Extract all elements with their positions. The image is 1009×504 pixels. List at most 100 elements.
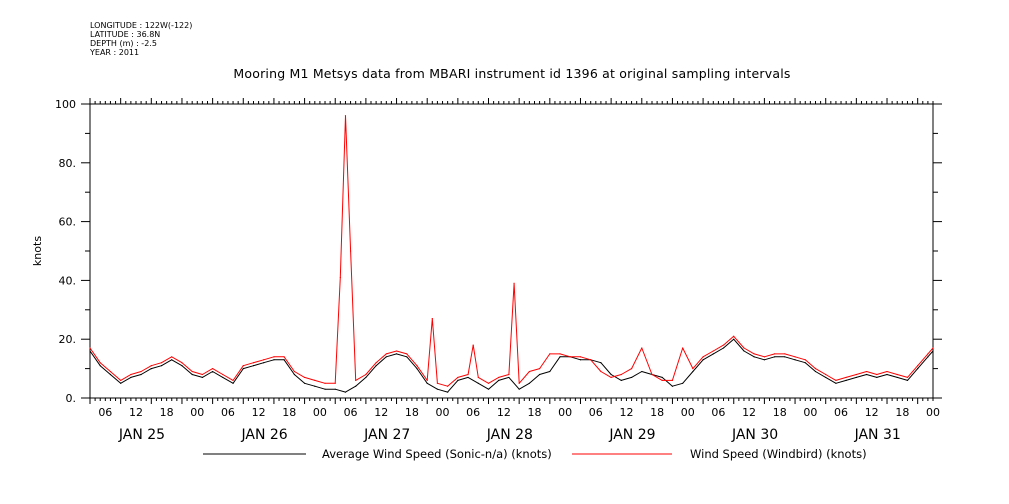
data-point <box>661 376 663 379</box>
data-point <box>160 362 163 364</box>
data-point <box>518 388 520 390</box>
data-point <box>549 370 551 373</box>
data-point <box>283 356 285 358</box>
data-point <box>385 356 387 358</box>
data-point <box>416 365 418 367</box>
x-hour-tick-label: 06 <box>711 406 725 419</box>
data-point <box>263 359 265 361</box>
data-point <box>339 276 341 279</box>
data-point <box>835 382 837 384</box>
data-point <box>447 385 449 387</box>
x-hour-tick-label: 18 <box>650 406 664 419</box>
data-point <box>375 365 377 367</box>
data-point <box>539 373 541 376</box>
data-point <box>99 365 101 367</box>
data-point <box>191 373 193 376</box>
legend-label: Wind Speed (Windbird) (knots) <box>690 447 867 461</box>
data-point <box>334 388 336 390</box>
data-point <box>436 382 439 384</box>
data-point <box>242 368 244 370</box>
data-point <box>733 338 735 340</box>
x-hour-tick-label: 00 <box>803 406 817 419</box>
data-point <box>784 356 786 358</box>
data-point <box>702 359 704 361</box>
data-point <box>349 250 352 252</box>
data-point <box>273 356 275 358</box>
data-point <box>406 353 408 355</box>
data-point <box>324 388 326 390</box>
data-point <box>487 388 490 390</box>
metadata-block: LONGITUDE : 122W(-122) LATITUDE : 36.8N … <box>90 21 192 57</box>
data-point <box>140 370 142 373</box>
x-hour-tick-label: 12 <box>374 406 388 419</box>
x-day-label: JAN 29 <box>608 427 655 443</box>
x-hour-tick-label: 00 <box>436 406 450 419</box>
data-point <box>814 370 817 373</box>
data-point <box>477 382 479 384</box>
data-point <box>232 382 234 384</box>
data-point <box>303 382 306 384</box>
x-hour-tick-label: 06 <box>98 406 112 419</box>
data-point <box>906 379 909 381</box>
data-point <box>120 382 122 384</box>
data-point <box>876 373 878 376</box>
x-day-label: JAN 30 <box>731 427 778 443</box>
chart-title: Mooring M1 Metsys data from MBARI instru… <box>233 66 791 81</box>
data-point <box>630 376 633 379</box>
y-tick-label: 40. <box>59 274 77 287</box>
data-point <box>630 368 633 370</box>
x-hour-tick-label: 18 <box>527 406 541 419</box>
data-point <box>804 362 806 364</box>
data-point <box>932 350 934 352</box>
data-point <box>447 391 449 393</box>
data-point <box>600 370 602 373</box>
data-point <box>549 353 551 355</box>
data-point <box>641 370 643 373</box>
legend-label: Average Wind Speed (Sonic-n/a) (knots) <box>322 447 552 461</box>
data-point <box>314 379 316 381</box>
data-point <box>477 376 479 379</box>
x-day-label: JAN 31 <box>854 427 901 443</box>
x-hour-tick-label: 06 <box>834 406 848 419</box>
data-point <box>886 370 888 373</box>
data-point <box>365 373 367 376</box>
data-point <box>140 373 142 376</box>
x-hour-tick-label: 12 <box>129 406 143 419</box>
data-point <box>375 362 377 364</box>
data-point <box>426 379 428 381</box>
x-hour-tick-label: 12 <box>742 406 756 419</box>
data-point <box>457 379 459 381</box>
longitude-text: LONGITUDE : 122W(-122) <box>90 21 193 30</box>
data-point <box>932 347 934 349</box>
data-point <box>436 388 439 390</box>
series-line-windbird-wind-speed <box>89 115 934 387</box>
data-point <box>712 353 714 355</box>
data-point <box>252 365 255 367</box>
data-point <box>416 368 418 370</box>
data-point <box>682 347 684 349</box>
data-point <box>109 373 112 376</box>
data-point <box>365 376 367 379</box>
x-hour-tick-label: 00 <box>926 406 940 419</box>
x-hour-tick-label: 12 <box>619 406 633 419</box>
x-hour-tick-label: 00 <box>558 406 572 419</box>
x-hour-tick-label: 00 <box>313 406 327 419</box>
depth-text: DEPTH (m) : -2.5 <box>90 39 157 48</box>
data-point <box>559 356 561 358</box>
data-point <box>99 362 101 364</box>
x-hour-tick-label: 00 <box>190 406 204 419</box>
data-point <box>528 370 530 373</box>
data-point <box>344 115 347 117</box>
data-point <box>334 382 336 384</box>
data-point <box>743 350 745 352</box>
data-point <box>395 353 398 355</box>
x-day-label: JAN 28 <box>486 427 533 443</box>
data-point <box>344 391 347 393</box>
data-point <box>865 370 868 373</box>
data-point <box>160 365 163 367</box>
data-point <box>539 368 541 370</box>
data-point <box>406 356 408 358</box>
data-point <box>774 356 776 358</box>
data-point <box>171 356 173 358</box>
